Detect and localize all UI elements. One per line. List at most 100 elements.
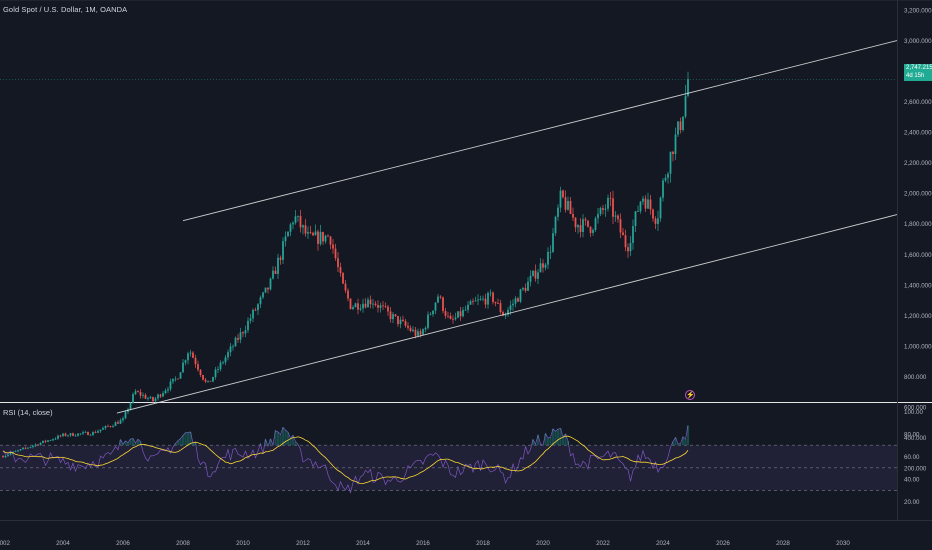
candle-body bbox=[539, 263, 542, 273]
time-tick-label: 2002 bbox=[0, 540, 10, 547]
candle-body bbox=[634, 211, 637, 227]
rsi-tick-label: 40.00 bbox=[904, 477, 920, 484]
candle-body bbox=[619, 219, 622, 233]
candle-body bbox=[247, 320, 249, 331]
candle-body bbox=[334, 248, 337, 259]
candle-body bbox=[252, 309, 254, 319]
candle-body bbox=[472, 301, 474, 302]
candle-body bbox=[672, 151, 674, 155]
candle-body bbox=[654, 218, 657, 224]
candle-body bbox=[624, 235, 627, 248]
time-tick-label: 2020 bbox=[536, 540, 550, 547]
candle-body bbox=[107, 425, 109, 427]
candle-body bbox=[149, 397, 152, 399]
candle-body bbox=[492, 292, 494, 302]
candle-body bbox=[69, 433, 72, 436]
candle-body bbox=[599, 208, 602, 214]
candle-body bbox=[527, 281, 529, 291]
candle-body bbox=[167, 389, 169, 391]
candle-body bbox=[549, 251, 552, 253]
candle-body bbox=[177, 378, 179, 380]
candle-body bbox=[132, 394, 134, 403]
candle-body bbox=[239, 332, 242, 340]
candle-body bbox=[244, 330, 247, 334]
candle-body bbox=[297, 215, 299, 217]
candle-body bbox=[644, 198, 647, 209]
price-tick-label: 2,600.000 bbox=[904, 99, 932, 106]
candle-body bbox=[602, 208, 604, 210]
candle-body bbox=[684, 95, 687, 117]
candle-body bbox=[197, 364, 199, 370]
candle-body bbox=[234, 337, 237, 347]
candle-body bbox=[214, 369, 217, 377]
candle-body bbox=[59, 435, 62, 437]
candle-body bbox=[22, 447, 24, 450]
candle-body bbox=[162, 393, 164, 397]
rsi-tick-label: 60.00 bbox=[904, 454, 920, 461]
candle-body bbox=[122, 418, 124, 421]
candle-body bbox=[74, 435, 77, 437]
price-tick-label: 3,200.000 bbox=[904, 8, 932, 15]
candle-body bbox=[14, 451, 17, 452]
candle-body bbox=[514, 298, 517, 304]
candle-body bbox=[272, 270, 274, 279]
candle-body bbox=[217, 369, 219, 371]
lightning-icon[interactable]: ⚡ bbox=[685, 390, 695, 400]
candle-body bbox=[464, 309, 467, 311]
candle-body bbox=[254, 309, 257, 311]
candle-body bbox=[547, 251, 549, 265]
candle-body bbox=[607, 197, 609, 209]
candle-body bbox=[479, 298, 482, 300]
candle-body bbox=[269, 278, 272, 290]
candle-body bbox=[477, 299, 479, 301]
candle-body bbox=[504, 314, 507, 316]
candle-body bbox=[344, 283, 347, 291]
time-tick-label: 2024 bbox=[656, 540, 670, 547]
candle-body bbox=[374, 303, 377, 306]
candle-body bbox=[4, 455, 7, 458]
candle-body bbox=[207, 380, 209, 382]
candle-body bbox=[594, 218, 597, 230]
candle-body bbox=[257, 304, 259, 311]
candle-body bbox=[202, 374, 204, 380]
price-tick-label: 1,000.000 bbox=[904, 343, 932, 350]
rsi-title: RSI (14, close) bbox=[3, 408, 53, 417]
candle-body bbox=[439, 296, 442, 298]
candle-body bbox=[124, 411, 127, 419]
candle-body bbox=[427, 314, 429, 328]
candle-body bbox=[142, 394, 144, 396]
candle-body bbox=[37, 444, 39, 446]
candle-body bbox=[347, 290, 349, 299]
candle-body bbox=[84, 431, 87, 433]
time-tick-label: 2018 bbox=[476, 540, 490, 547]
candle-body bbox=[372, 303, 374, 305]
candle-body bbox=[134, 391, 137, 395]
candle-body bbox=[664, 177, 667, 181]
candle-body bbox=[442, 297, 444, 311]
candle-body bbox=[209, 380, 212, 382]
candle-body bbox=[352, 307, 354, 310]
candle-body bbox=[649, 199, 652, 210]
candle-body bbox=[604, 208, 607, 210]
candle-body bbox=[222, 362, 224, 364]
last-price-tag: 2,747.215 4d 15h bbox=[904, 64, 932, 81]
time-tick-label: 2006 bbox=[116, 540, 130, 547]
candle-body bbox=[667, 173, 669, 178]
chart-title: Gold Spot / U.S. Dollar, 1M, OANDA bbox=[3, 5, 128, 14]
candle-body bbox=[97, 431, 99, 433]
price-tick-label: 1,200.000 bbox=[904, 313, 932, 320]
candle-body bbox=[519, 289, 522, 302]
candle-body bbox=[489, 292, 492, 294]
last-price-value: 2,747.215 bbox=[906, 65, 932, 71]
time-tick-label: 2028 bbox=[776, 540, 790, 547]
candle-body bbox=[42, 440, 44, 443]
candle-body bbox=[337, 258, 339, 268]
candle-body bbox=[459, 311, 462, 317]
candle-body bbox=[494, 301, 497, 304]
candle-body bbox=[294, 216, 297, 223]
candle-body bbox=[137, 391, 139, 392]
candle-body bbox=[462, 309, 464, 317]
candle-body bbox=[379, 305, 382, 308]
candle-body bbox=[319, 231, 322, 244]
